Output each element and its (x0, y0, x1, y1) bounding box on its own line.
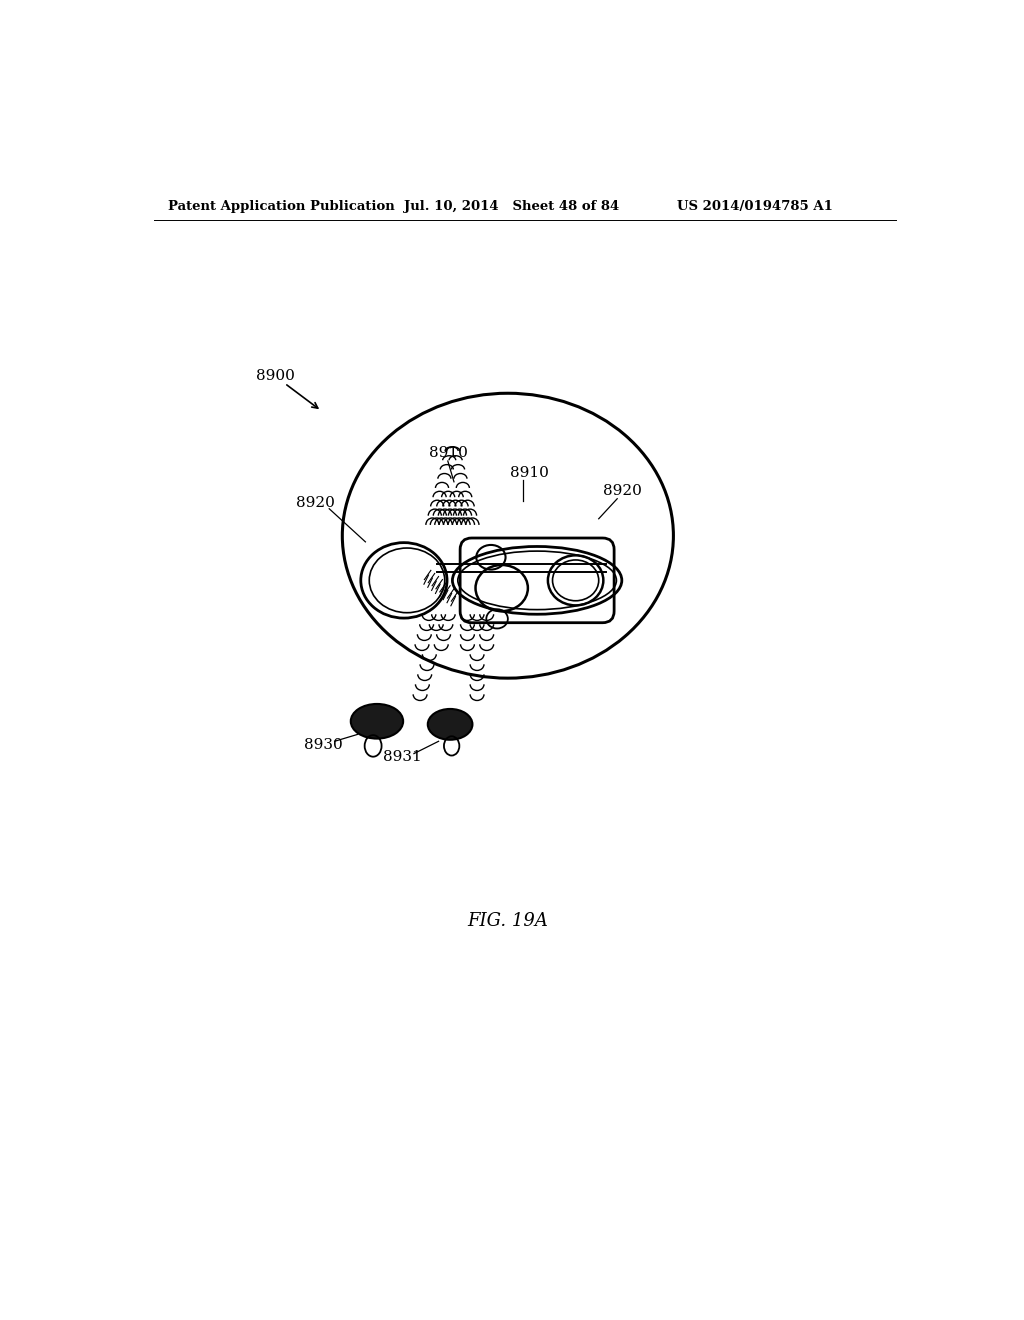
Ellipse shape (428, 709, 472, 739)
Text: FIG. 19A: FIG. 19A (467, 912, 548, 929)
Text: 8930: 8930 (304, 738, 343, 752)
Ellipse shape (351, 704, 403, 739)
Text: Patent Application Publication: Patent Application Publication (168, 199, 394, 213)
Text: US 2014/0194785 A1: US 2014/0194785 A1 (677, 199, 834, 213)
Text: 8931: 8931 (383, 751, 422, 764)
Text: Jul. 10, 2014   Sheet 48 of 84: Jul. 10, 2014 Sheet 48 of 84 (403, 199, 620, 213)
Text: 8900: 8900 (256, 368, 295, 383)
Text: 8910: 8910 (429, 446, 468, 459)
Text: 8920: 8920 (296, 496, 335, 511)
Text: 8920: 8920 (603, 484, 642, 498)
Text: 8910: 8910 (510, 466, 549, 479)
